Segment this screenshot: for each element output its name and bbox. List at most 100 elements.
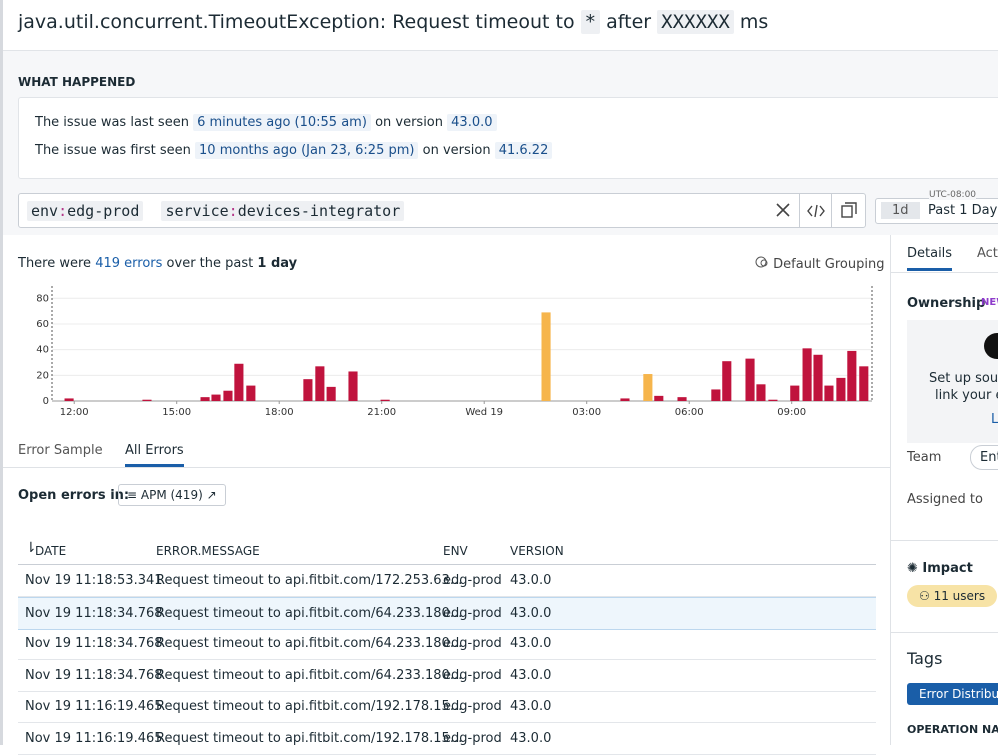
version[interactable]: 43.0.0 [447, 114, 497, 131]
time-picker[interactable]: 1d Past 1 Day [875, 198, 998, 224]
setup-link[interactable]: L [991, 412, 998, 427]
separator [891, 540, 998, 541]
table-row[interactable]: Nov 19 11:16:19.465 Request timeout to ap… [18, 723, 876, 755]
grouping-label: Default Grouping [773, 257, 885, 272]
bar [234, 363, 244, 401]
tags: Tags [907, 649, 943, 668]
side-tab[interactable]: Details [907, 246, 953, 271]
what-happened-box: The issue was last seen 6 minutes ago (1… [18, 97, 998, 179]
bar [348, 371, 358, 401]
table-row[interactable]: Nov 19 11:18:34.768 Request timeout to ap… [18, 628, 876, 660]
x-tick-label: 09:00 [777, 407, 806, 418]
tab-active[interactable]: All Errors [125, 443, 184, 467]
apm-button[interactable]: ≡ APM (419) ↗ [118, 484, 226, 506]
table-header: DATE ERROR.MESSAGE ENV VERSION ⇂ [18, 535, 876, 565]
bar [326, 386, 336, 401]
summary: There were 419 errors over the past 1 da… [18, 256, 297, 271]
bar [64, 398, 74, 401]
message-part: ms [739, 11, 769, 33]
cell: 43.0.0 [510, 667, 552, 683]
count[interactable]: 419 errors [95, 256, 163, 271]
y-tick-label: 20 [36, 370, 49, 381]
header: java.util.concurrent.TimeoutException: R… [3, 0, 998, 51]
histogram: 0 20 40 60 80 12:00 15:00 18:00 21:00 Wed 19 03:00… [36, 286, 873, 418]
clear-button[interactable] [775, 202, 791, 218]
copy-button[interactable] [831, 194, 866, 227]
section-heading: WHAT HAPPENED [18, 75, 136, 89]
users-pill[interactable]: ⚇ 11 users [907, 585, 998, 607]
tag-button[interactable]: Error Distributi [907, 683, 998, 705]
github-icon [984, 333, 998, 359]
divider [890, 235, 891, 745]
operation-label: OPERATION NAM [907, 723, 998, 736]
bar [223, 390, 233, 401]
what-happened-section: WHAT HAPPENED The issue was last seen 6 … [3, 51, 998, 235]
query-bar[interactable]: env:edg-prod service:devices-integrator [18, 193, 866, 228]
column-header: ERROR.MESSAGE [156, 544, 260, 558]
x-tick-label: 18:00 [265, 407, 294, 418]
column-header: DATE [35, 544, 67, 558]
version[interactable]: 41.6.22 [494, 142, 553, 159]
impact: ✺ Impact [907, 561, 973, 576]
message-part: after [606, 11, 652, 33]
exception: java.util.concurrent.TimeoutException: [18, 11, 387, 33]
when[interactable]: 10 months ago (Jan 23, 6:25 pm) [195, 142, 419, 159]
cell: edg-prod [443, 573, 502, 588]
bar [654, 395, 664, 401]
impact-label: Impact [922, 561, 973, 576]
table-row[interactable]: Nov 19 11:18:53.341 Request timeout to ap… [18, 565, 876, 597]
key: service [165, 202, 229, 220]
x-tick-label: 12:00 [60, 407, 89, 418]
title: java.util.concurrent.TimeoutException: R… [18, 10, 769, 34]
cell: edg-prod [443, 730, 502, 746]
table-row[interactable]: Nov 19 11:18:34.768 Request timeout to ap… [18, 596, 876, 630]
table-row[interactable]: Nov 19 11:16:19.465 Request timeout to ap… [18, 691, 876, 723]
period: 1 day [257, 256, 298, 271]
bar [677, 397, 687, 401]
grouping[interactable]: Default Grouping [755, 256, 884, 272]
tab[interactable]: Error Sample [18, 443, 103, 458]
when[interactable]: 6 minutes ago (10:55 am) [193, 114, 371, 131]
y-tick-label: 40 [36, 345, 49, 356]
users: 11 users [933, 589, 986, 603]
bar [200, 397, 210, 401]
cell: Request timeout to api.fitbit.com/192.17… [156, 699, 463, 714]
bar [756, 384, 766, 401]
bar [813, 354, 823, 401]
message-part: Request timeout to [392, 11, 575, 33]
bar [541, 312, 551, 401]
cell: edg-prod [443, 667, 502, 683]
errors-table: DATE ERROR.MESSAGE ENV VERSION ⇂ Nov 19 11:18… [0, 535, 890, 755]
value: devices-integrator [237, 202, 401, 220]
cell: Request timeout to api.fitbit.com/64.233… [156, 605, 463, 621]
bar [745, 358, 755, 401]
text: There were [18, 256, 92, 271]
tabs-border [3, 467, 890, 468]
table-row[interactable]: Nov 19 11:18:34.768 Request timeout to ap… [18, 660, 876, 692]
cell: Nov 19 11:18:34.768 [25, 605, 163, 621]
cell: 43.0.0 [510, 699, 552, 714]
query-term[interactable]: service:devices-integrator [161, 201, 405, 221]
apm-label: APM (419) [140, 488, 203, 502]
bar [303, 379, 313, 401]
assigned-label: Assigned to [907, 492, 983, 507]
setup-text: link your ex [935, 388, 998, 403]
sort-icon: ⇂ [25, 540, 37, 556]
bar [802, 348, 812, 401]
side-tab[interactable]: Acti [977, 246, 998, 261]
timezone: UTC-08:00 [929, 190, 977, 200]
cell: Request timeout to api.fitbit.com/172.25… [156, 573, 463, 588]
message-part: XXXXXX [657, 10, 734, 34]
time-label: Past 1 Day [928, 203, 998, 218]
last-seen: The issue was last seen 6 minutes ago (1… [35, 114, 497, 131]
sep: : [58, 202, 68, 220]
code-button[interactable] [799, 194, 832, 227]
y-tick-label: 60 [36, 319, 49, 330]
new-badge: NEW [981, 297, 998, 308]
query-term[interactable]: env:edg-prod [27, 201, 144, 221]
cell: edg-prod [443, 699, 502, 714]
y-tick-label: 80 [36, 293, 49, 304]
team-select[interactable]: Ent [970, 445, 998, 470]
text: The issue was first seen [35, 143, 191, 158]
